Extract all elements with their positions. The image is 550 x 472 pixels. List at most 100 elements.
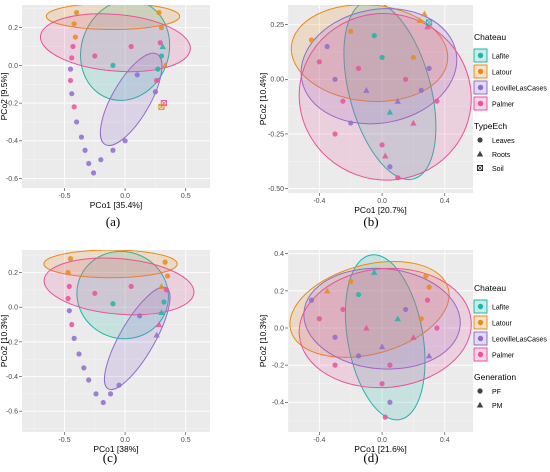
ellipse-leovillelascases: [99, 52, 163, 146]
ellipse-latour: [45, 5, 181, 31]
legend-shape-pf: PF: [477, 388, 501, 396]
data-point: [66, 283, 72, 289]
data-point: [332, 131, 338, 137]
legend-item-latour: Latour: [473, 64, 513, 79]
x-tick-label: 0.4: [440, 437, 450, 444]
legend-bottom: Chateau Lafite Latour LeovilleLasCases Palme…: [473, 283, 547, 410]
data-point: [162, 259, 168, 265]
y-tick-label: -0.2: [6, 339, 18, 346]
data-point: [81, 365, 87, 371]
circle-icon: [477, 388, 483, 394]
data-point: [92, 53, 98, 59]
legend-key-dot: [477, 100, 484, 107]
data-point: [324, 43, 330, 50]
data-point: [71, 335, 77, 341]
legend-shape-title: Generation: [474, 372, 516, 382]
legend-item-label: Lafite: [492, 305, 509, 312]
legend-item-latour: Latour: [473, 315, 513, 330]
data-point: [348, 278, 354, 285]
data-point: [424, 23, 431, 30]
data-points: [308, 10, 440, 181]
y-tick-label: 0.2: [8, 270, 18, 277]
legend-shape-label: PF: [492, 389, 501, 396]
legend-group-title: Chateau: [474, 283, 506, 293]
legend-key-dot: [477, 335, 484, 342]
data-point: [424, 297, 431, 303]
data-point: [69, 91, 75, 97]
data-points: [67, 9, 169, 176]
data-point: [163, 287, 169, 293]
data-point: [378, 343, 386, 350]
y-tick-label: 0.0: [274, 325, 284, 332]
ellipse-palmer: [298, 13, 472, 181]
data-point: [371, 269, 378, 275]
x-tick-label: -0.4: [313, 437, 325, 444]
data-point: [158, 53, 165, 59]
data-point: [73, 9, 80, 16]
legend-shape-roots: Roots: [476, 150, 511, 159]
ellipse-lafite: [76, 250, 169, 340]
data-point: [161, 299, 167, 305]
ellipse-palmer: [39, 13, 191, 73]
legend-shape-label: PM: [492, 403, 503, 410]
legend-shape-label: Soil: [492, 166, 504, 173]
data-point: [323, 287, 331, 294]
y-tick-label: -0.2: [272, 363, 284, 370]
data-point-cross: [158, 104, 165, 110]
data-point: [308, 37, 315, 43]
data-point: [402, 306, 409, 313]
data-point: [426, 284, 432, 290]
plot-background: [22, 5, 210, 188]
data-point: [86, 377, 92, 383]
data-point: [69, 55, 75, 61]
data-point: [155, 66, 161, 72]
x-tick-label: -0.5: [58, 437, 70, 444]
data-point: [421, 10, 428, 17]
data-points: [65, 256, 171, 406]
data-point: [332, 76, 338, 82]
panels-layer: -0.5 0.0 0.5 -0.6 -0.4 -0.2 0.0 0.2 PCo1 [35.4%]…: [0, 5, 473, 465]
legend-item-leovillelascases: LeovilleLasCases: [473, 80, 547, 95]
data-point: [434, 325, 440, 331]
legend-shape-title: TypeEch: [474, 121, 507, 131]
x-tick-label: 0.0: [377, 437, 387, 444]
panel-label: (d): [363, 450, 378, 465]
data-point: [158, 309, 165, 315]
triangle-icon: [476, 150, 484, 157]
data-point: [410, 54, 417, 61]
legend-item-label: LeovilleLasCases: [492, 86, 547, 93]
ellipse-lafite: [343, 5, 437, 181]
data-point: [78, 134, 85, 140]
legend-group-title: Chateau: [474, 32, 506, 42]
legend-item-leovillelascases: LeovilleLasCases: [473, 331, 547, 346]
data-point: [98, 157, 104, 163]
legend-item-label: Lafite: [492, 54, 509, 61]
chart-panel-b: -0.4 0.0 0.4 -0.50 -0.25 0.00 0.25 PCo1 [20.7%]…: [258, 5, 473, 229]
legend-shape-pm: PM: [476, 401, 503, 410]
data-point: [379, 381, 385, 387]
y-tick-label: 0.2: [8, 25, 18, 32]
ellipse-palmer: [43, 257, 195, 316]
chart-panel-d: -0.4 0.0 0.4 -0.4 -0.2 0.0 0.2 0.4 PCo1 [21.6%] P…: [258, 250, 473, 465]
data-point: [72, 34, 78, 40]
data-point: [66, 308, 72, 314]
data-point: [69, 321, 75, 328]
ellipse-lafite: [344, 254, 426, 421]
square-x-icon-box: [476, 164, 484, 172]
data-point: [71, 104, 77, 110]
data-point: [316, 316, 322, 322]
y-tick-label: 0.25: [270, 22, 284, 29]
y-axis-label: PCo2 [10.3%]: [258, 315, 268, 367]
y-tick-label: -0.25: [268, 131, 284, 138]
data-point: [382, 414, 388, 420]
data-point: [316, 59, 322, 65]
data-point: [76, 351, 82, 357]
data-point: [67, 256, 74, 262]
data-point: [157, 40, 163, 46]
data-point: [379, 142, 385, 148]
data-point: [100, 399, 106, 406]
data-point: [387, 164, 393, 170]
data-point: [65, 269, 71, 276]
square-x-icon: [476, 164, 484, 172]
